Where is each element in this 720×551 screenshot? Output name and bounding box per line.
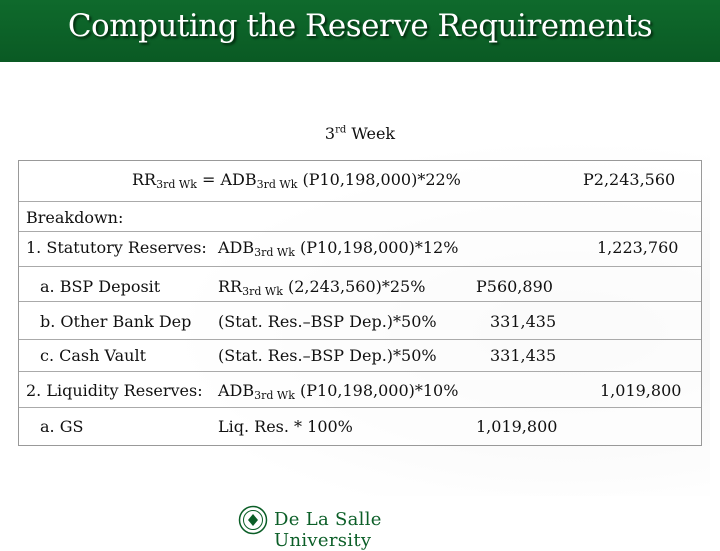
statutory-formula-post: (P10,198,000)*12%: [294, 238, 459, 257]
reserve-table: [18, 160, 702, 446]
week-heading: 3rd Week: [0, 124, 720, 143]
liquidity-formula: ADB3rd Wk (P10,198,000)*10%: [218, 381, 458, 402]
total-formula: RR3rd Wk = ADB3rd Wk (P10,198,000)*22%: [132, 170, 461, 191]
other-bank-label: b. Other Bank Dep: [40, 312, 192, 331]
dlsu-seal-icon: [238, 505, 268, 535]
week-suffix: rd: [335, 124, 347, 136]
bsp-formula-pre: RR: [218, 277, 243, 296]
gs-formula: Liq. Res. * 100%: [218, 417, 353, 436]
row-divider: [19, 407, 701, 408]
liquidity-formula-post: (P10,198,000)*10%: [294, 381, 459, 400]
cash-vault-value: 331,435: [490, 346, 557, 365]
statutory-total: 1,223,760: [597, 238, 679, 257]
statutory-formula-sub: 3rd Wk: [254, 246, 295, 259]
row-divider: [19, 301, 701, 302]
breakdown-label: Breakdown:: [26, 208, 124, 227]
week-label: Week: [346, 124, 396, 143]
formula-eq: = ADB: [196, 170, 257, 189]
cash-vault-formula: (Stat. Res.–BSP Dep.)*50%: [218, 346, 437, 365]
row-divider: [19, 201, 701, 202]
liquidity-formula-sub: 3rd Wk: [254, 389, 295, 402]
title-bar: Computing the Reserve Requirements: [0, 0, 720, 62]
row-divider: [19, 371, 701, 372]
week-ordinal: 3: [324, 124, 336, 143]
footer-logo: De La Salle University: [238, 503, 478, 551]
row-divider: [19, 339, 701, 340]
logo-text: De La Salle University: [274, 509, 382, 551]
total-reserve-value: P2,243,560: [583, 170, 676, 189]
slide-title: Computing the Reserve Requirements: [67, 8, 653, 44]
cash-vault-label: c. Cash Vault: [40, 346, 146, 365]
statutory-label: 1. Statutory Reserves:: [26, 238, 207, 257]
bsp-formula-sub: 3rd Wk: [242, 285, 283, 298]
formula-rest: (P10,198,000)*22%: [297, 170, 461, 189]
bsp-formula: RR3rd Wk (2,243,560)*25%: [218, 277, 425, 298]
liquidity-formula-pre: ADB: [218, 381, 255, 400]
row-divider: [19, 266, 701, 267]
formula-adb-sub: 3rd Wk: [256, 178, 298, 191]
statutory-formula-pre: ADB: [218, 238, 255, 257]
formula-rr: RR: [132, 170, 157, 189]
gs-label: a. GS: [40, 417, 84, 436]
liquidity-label: 2. Liquidity Reserves:: [26, 381, 203, 400]
gs-value: 1,019,800: [476, 417, 558, 436]
other-bank-formula: (Stat. Res.–BSP Dep.)*50%: [218, 312, 437, 331]
other-bank-value: 331,435: [490, 312, 557, 331]
bsp-value: P560,890: [476, 277, 553, 296]
bsp-label: a. BSP Deposit: [40, 277, 161, 296]
bsp-formula-post: (2,243,560)*25%: [282, 277, 426, 296]
formula-rr-sub: 3rd Wk: [156, 178, 197, 191]
row-divider: [19, 231, 701, 232]
liquidity-total: 1,019,800: [600, 381, 682, 400]
statutory-formula: ADB3rd Wk (P10,198,000)*12%: [218, 238, 458, 259]
